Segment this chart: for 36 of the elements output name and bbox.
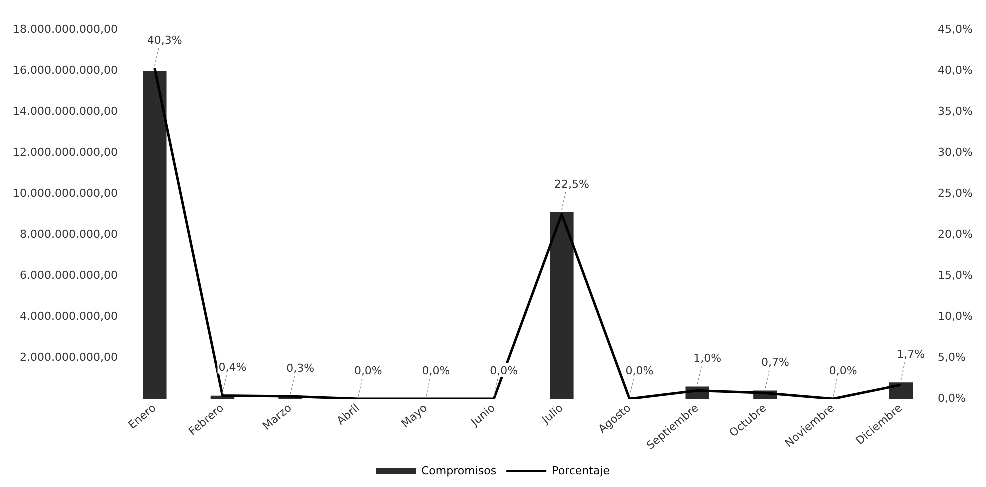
bar xyxy=(143,71,167,399)
y2-tick-label: 45,0% xyxy=(938,22,974,36)
data-label: 0,3% xyxy=(286,362,315,375)
y-tick-label: 4.000.000.000,00 xyxy=(20,310,118,323)
y-tick-label: 10.000.000.000,00 xyxy=(13,186,118,200)
data-label: 0,0% xyxy=(626,364,654,378)
data-label: 0,0% xyxy=(354,364,382,378)
y2-tick-label: 25,0% xyxy=(938,186,974,200)
bar xyxy=(889,382,914,399)
y2-tick-label: 30,0% xyxy=(938,146,974,159)
y2-tick-label: 0,0% xyxy=(938,392,966,405)
data-label: 22,5% xyxy=(554,178,590,191)
legend-label: Compromisos xyxy=(422,464,497,478)
legend-label: Porcentaje xyxy=(552,464,610,478)
data-label: 0,0% xyxy=(829,364,858,378)
y-tick-label: 12.000.000.000,00 xyxy=(13,146,118,159)
data-label: 0,0% xyxy=(422,364,450,378)
y2-tick-label: 15,0% xyxy=(938,268,974,282)
data-label: 1,0% xyxy=(694,352,722,366)
y-tick-label: 2.000.000.000,00 xyxy=(20,350,118,364)
data-label: 40,3% xyxy=(147,34,182,47)
data-label: 0,0% xyxy=(490,364,518,378)
y2-tick-label: 35,0% xyxy=(938,104,974,118)
y2-tick-label: 20,0% xyxy=(938,228,974,241)
y-tick-label: 8.000.000.000,00 xyxy=(20,228,118,241)
data-label: 0,4% xyxy=(218,361,247,374)
y-tick-label: 6.000.000.000,00 xyxy=(20,268,118,282)
data-label: 1,7% xyxy=(897,348,926,361)
y2-tick-label: 40,0% xyxy=(938,64,974,77)
y-tick-label: 14.000.000.000,00 xyxy=(13,104,118,118)
bar xyxy=(550,212,574,399)
y-tick-label: 18.000.000.000,00 xyxy=(13,22,118,36)
y-tick-label: 16.000.000.000,00 xyxy=(13,64,118,77)
data-label: 0,7% xyxy=(761,356,790,370)
y2-tick-label: 5,0% xyxy=(938,350,966,364)
y2-tick-label: 10,0% xyxy=(938,310,974,323)
